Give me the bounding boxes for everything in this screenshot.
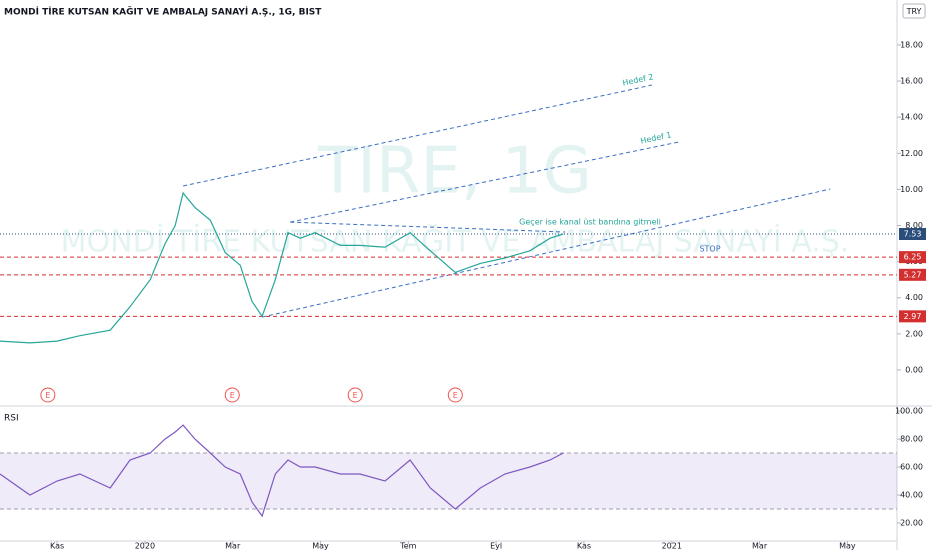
y-tick-label: 2.00: [905, 329, 923, 338]
y-tick-label: 10.00: [900, 185, 923, 194]
event-marker: [447, 387, 463, 403]
x-tick-label: Mar: [752, 542, 768, 550]
x-tick-label: May: [312, 542, 329, 550]
x-tick-label: Kas: [50, 542, 64, 550]
x-tick-label: Tem: [399, 542, 416, 550]
y-tick-label: 8.00: [905, 221, 923, 230]
level-label: 2.97: [904, 312, 922, 321]
y-tick-label: 60.00: [900, 463, 923, 472]
x-tick-label: Eyl: [490, 542, 502, 550]
y-tick-label: 14.00: [900, 113, 923, 122]
event-label: E: [45, 391, 50, 400]
event-label: E: [453, 391, 458, 400]
trendline: [290, 141, 679, 223]
level-label: 5.27: [904, 270, 922, 279]
y-tick-label: 16.00: [900, 77, 923, 86]
trendline: [182, 84, 653, 187]
event-marker: [40, 387, 56, 403]
price-line: [0, 191, 564, 344]
x-tick-label: Mar: [225, 542, 241, 550]
rsi-band: [0, 453, 897, 510]
rsi-line: [0, 424, 564, 518]
y-tick-label: 20.00: [900, 519, 923, 528]
rsi-title: RSI: [4, 414, 19, 424]
y-tick-label: 18.00: [900, 40, 923, 49]
y-tick-label: 100.00: [895, 407, 923, 416]
trendline: [290, 221, 566, 233]
y-tick-label: 80.00: [900, 435, 923, 444]
y-tick-label: 40.00: [900, 491, 923, 500]
level-label-bg: [899, 228, 926, 241]
currency: TRY: [906, 7, 922, 16]
chart-title: MONDİ TİRE KUTSAN KAĞIT VE AMBALAJ SANAY…: [4, 6, 322, 18]
level-label: 7.53: [904, 230, 922, 239]
event-marker: [347, 387, 363, 403]
event-marker: [224, 387, 240, 403]
trendline: [262, 188, 831, 318]
level-label-bg: [899, 268, 926, 281]
y-tick-label: 0.00: [905, 365, 923, 374]
watermark-name: MONDİ TİRE KUTSAN KAĞIT VE AMBALAJ SANAY…: [61, 223, 850, 260]
annotation: STOP: [699, 245, 720, 254]
x-tick-label: 2020: [135, 542, 155, 550]
event-label: E: [353, 391, 358, 400]
annotation: Geçer ise kanal üst bandına gitmeli: [519, 218, 661, 227]
y-tick-label: 12.00: [900, 149, 923, 158]
event-label: E: [230, 391, 235, 400]
watermark: TIRE, 1G: [317, 135, 592, 209]
currency-box: [902, 3, 926, 19]
level-label-bg: [899, 251, 926, 264]
level-label-bg: [899, 310, 926, 323]
y-tick-label: 4.00: [905, 293, 923, 302]
level-label: 6.25: [904, 253, 922, 262]
x-tick-label: 2021: [662, 542, 682, 550]
x-tick-label: Kas: [577, 542, 591, 550]
x-tick-label: May: [839, 542, 856, 550]
